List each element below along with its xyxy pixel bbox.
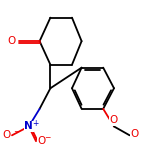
Text: O: O [3, 130, 11, 140]
Text: O: O [37, 136, 45, 146]
Text: O: O [7, 36, 16, 46]
Text: −: − [44, 133, 50, 142]
Text: O: O [131, 129, 139, 139]
Text: N: N [24, 122, 33, 131]
Text: O: O [110, 115, 118, 125]
Text: +: + [32, 119, 39, 128]
Text: −: − [13, 127, 20, 136]
